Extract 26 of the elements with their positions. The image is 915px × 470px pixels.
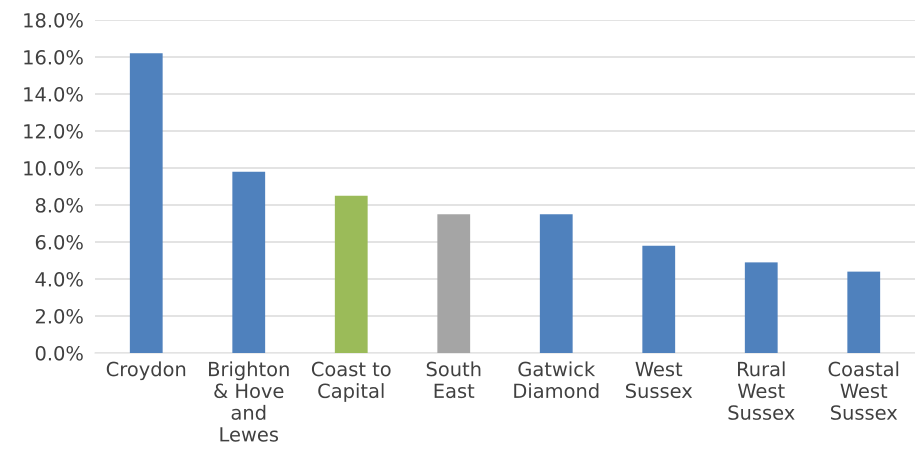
bar	[540, 214, 573, 353]
x-tick-label: Croydon	[106, 361, 186, 380]
x-tick-label: Coast to Capital	[312, 362, 391, 402]
bar	[437, 214, 470, 353]
bar	[744, 262, 778, 353]
bar	[232, 172, 266, 353]
y-tick-label: 0.0%	[36, 346, 83, 361]
bar	[334, 196, 368, 353]
y-tick-label: 12.0%	[24, 124, 83, 139]
x-tick-label: Rural West Sussex	[728, 361, 795, 420]
bar	[642, 246, 676, 353]
y-tick-label: 16.0%	[24, 50, 83, 65]
y-tick-label: 2.0%	[36, 308, 83, 324]
x-tick-label: Gatwick Diamond	[514, 361, 598, 398]
y-tick-label: 4.0%	[35, 272, 83, 287]
y-tick-label: 14.0%	[24, 86, 83, 102]
y-tick-label: 8.0%	[36, 198, 83, 213]
x-tick-label: Brighton & Hove and Lewes	[209, 361, 289, 442]
y-tick-label: 18.0%	[24, 12, 83, 28]
bar	[130, 53, 163, 353]
y-tick-label: 6.0%	[36, 234, 83, 250]
bar	[847, 272, 880, 353]
x-tick-label: West Sussex	[626, 362, 692, 398]
x-tick-label: South East	[426, 361, 480, 398]
y-tick-label: 10.0%	[24, 160, 83, 176]
x-tick-label: Coastal West Sussex	[828, 361, 898, 420]
